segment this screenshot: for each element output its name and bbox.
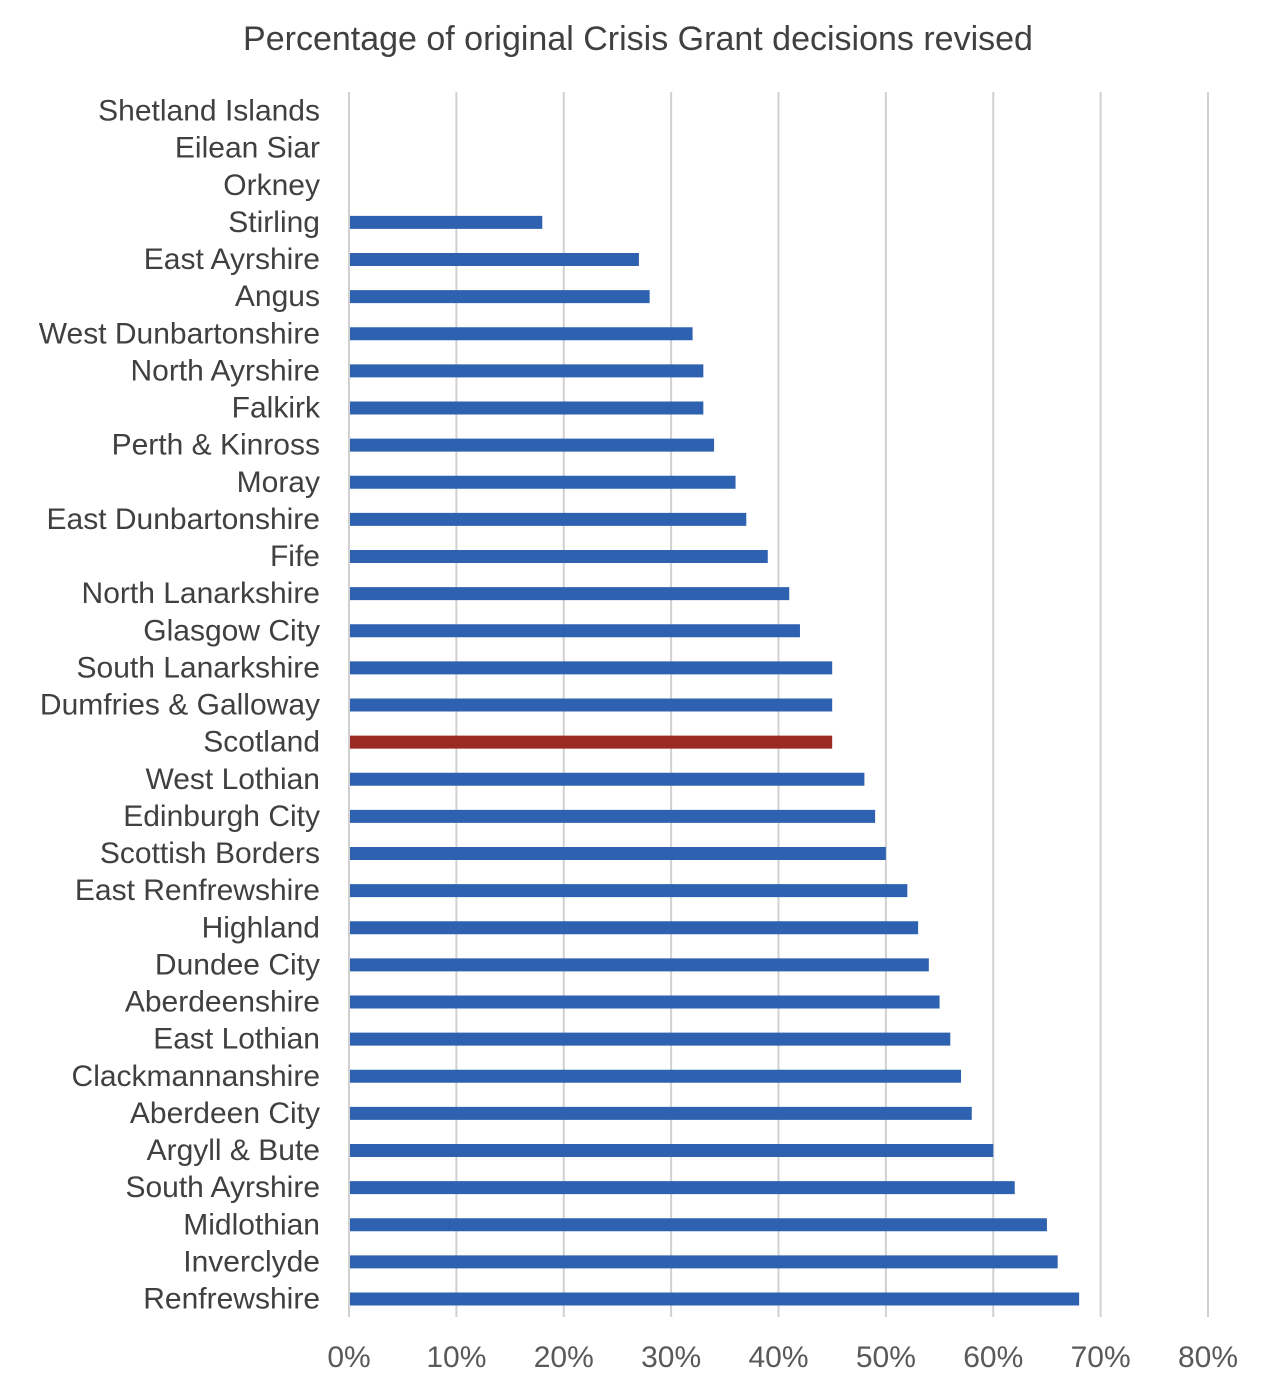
x-tick-label: 60% [963, 1341, 1023, 1374]
bar [350, 253, 639, 266]
category-label: Moray [237, 466, 320, 499]
category-label: Perth & Kinross [112, 429, 320, 462]
category-label: Shetland Islands [98, 95, 320, 128]
category-label: North Lanarkshire [82, 577, 320, 610]
category-label: Fife [270, 540, 320, 573]
bar [350, 809, 876, 823]
category-label: Aberdeen City [130, 1097, 320, 1130]
category-label: East Lothian [153, 1023, 320, 1056]
bar [350, 475, 736, 489]
category-label: Renfrewshire [143, 1283, 320, 1316]
bar [350, 550, 768, 563]
category-label: East Dunbartonshire [47, 503, 321, 536]
bar [350, 1106, 972, 1120]
bar [350, 1292, 1080, 1306]
bar [350, 698, 833, 712]
bar [350, 624, 800, 638]
category-label: East Renfrewshire [75, 874, 320, 907]
bar [350, 215, 543, 229]
bar [350, 364, 704, 378]
bar [350, 327, 693, 341]
bar [350, 1069, 962, 1083]
category-label: Edinburgh City [123, 800, 320, 833]
chart-title: Percentage of original Crisis Grant deci… [243, 20, 1033, 58]
bar [350, 401, 704, 415]
bar [350, 884, 908, 898]
category-label: East Ayrshire [144, 243, 320, 276]
bar [350, 1181, 1015, 1195]
category-label: Angus [235, 280, 320, 313]
category-label: Scotland [203, 726, 320, 759]
bar [350, 290, 650, 304]
category-label: Falkirk [232, 392, 321, 425]
category-label: Midlothian [183, 1208, 320, 1241]
category-label: Inverclyde [183, 1245, 320, 1278]
bar [350, 512, 747, 526]
category-label: Stirling [228, 206, 320, 239]
bar [350, 1032, 951, 1046]
category-label: Aberdeenshire [125, 986, 320, 1019]
bar [350, 995, 940, 1009]
category-label: North Ayrshire [130, 354, 320, 387]
x-tick-label: 30% [641, 1341, 701, 1374]
x-tick-label: 20% [534, 1341, 594, 1374]
category-labels: Shetland Islands Eilean Siar Orkney Stirlin… [39, 95, 321, 1316]
bar [350, 438, 715, 452]
bar [350, 958, 929, 972]
category-label: Glasgow City [143, 614, 320, 647]
x-tick-label: 40% [748, 1341, 808, 1374]
category-label: Dumfries & Galloway [40, 689, 320, 722]
bar [350, 735, 833, 749]
category-label: South Lanarkshire [77, 651, 321, 684]
bar [350, 1255, 1058, 1269]
bar [350, 1144, 994, 1157]
bar [350, 1218, 1047, 1232]
category-label: Scottish Borders [100, 837, 320, 870]
category-label: West Dunbartonshire [39, 317, 320, 350]
x-tick-label: 70% [1071, 1341, 1131, 1374]
bar [350, 921, 919, 935]
category-label: Orkney [223, 169, 320, 202]
bar [350, 587, 790, 601]
category-label: Eilean Siar [175, 132, 320, 165]
bars [350, 215, 1080, 1306]
bar [350, 661, 833, 675]
x-tick-label: 10% [426, 1341, 486, 1374]
category-label: Highland [202, 911, 320, 944]
x-tick-label: 50% [856, 1341, 916, 1374]
category-label: Dundee City [155, 948, 320, 981]
bar [350, 847, 886, 860]
x-tick-label: 0% [327, 1341, 370, 1374]
bar [350, 772, 865, 786]
category-label: South Ayrshire [125, 1171, 320, 1204]
x-axis-tick-labels: 0% 10% 20% 30% 40% 50% 60% 70% 80% [327, 1341, 1238, 1374]
category-label: Clackmannanshire [72, 1060, 320, 1093]
x-tick-label: 80% [1178, 1341, 1238, 1374]
category-label: West Lothian [145, 763, 320, 796]
category-label: Argyll & Bute [147, 1134, 320, 1167]
